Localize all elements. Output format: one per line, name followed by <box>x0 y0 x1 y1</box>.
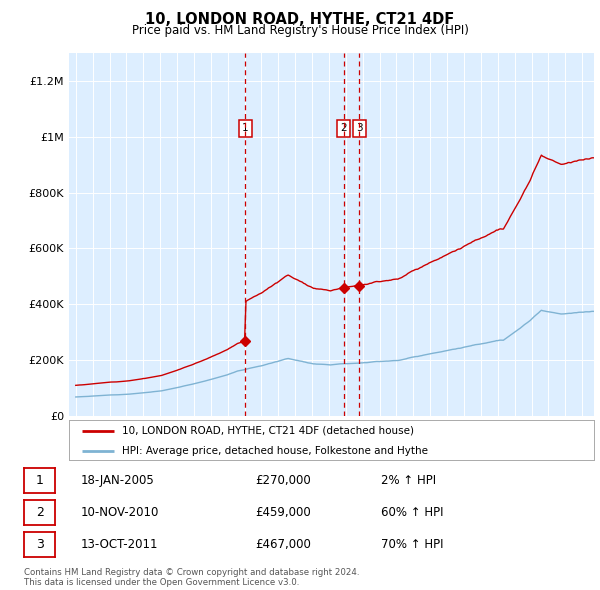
Text: 10, LONDON ROAD, HYTHE, CT21 4DF (detached house): 10, LONDON ROAD, HYTHE, CT21 4DF (detach… <box>121 426 413 436</box>
Text: 2: 2 <box>35 506 44 519</box>
Text: £467,000: £467,000 <box>255 538 311 551</box>
Text: 3: 3 <box>356 123 362 133</box>
Text: 70% ↑ HPI: 70% ↑ HPI <box>381 538 443 551</box>
Text: 18-JAN-2005: 18-JAN-2005 <box>81 474 155 487</box>
Text: Price paid vs. HM Land Registry's House Price Index (HPI): Price paid vs. HM Land Registry's House … <box>131 24 469 37</box>
Text: 3: 3 <box>35 538 44 551</box>
Text: 13-OCT-2011: 13-OCT-2011 <box>81 538 158 551</box>
Text: 1: 1 <box>35 474 44 487</box>
Text: £270,000: £270,000 <box>255 474 311 487</box>
Text: 2% ↑ HPI: 2% ↑ HPI <box>381 474 436 487</box>
Text: 60% ↑ HPI: 60% ↑ HPI <box>381 506 443 519</box>
Text: 10-NOV-2010: 10-NOV-2010 <box>81 506 160 519</box>
Text: Contains HM Land Registry data © Crown copyright and database right 2024.
This d: Contains HM Land Registry data © Crown c… <box>24 568 359 587</box>
Text: HPI: Average price, detached house, Folkestone and Hythe: HPI: Average price, detached house, Folk… <box>121 447 427 457</box>
Text: 10, LONDON ROAD, HYTHE, CT21 4DF: 10, LONDON ROAD, HYTHE, CT21 4DF <box>145 12 455 27</box>
Text: 1: 1 <box>242 123 249 133</box>
Text: 2: 2 <box>340 123 347 133</box>
Text: £459,000: £459,000 <box>255 506 311 519</box>
